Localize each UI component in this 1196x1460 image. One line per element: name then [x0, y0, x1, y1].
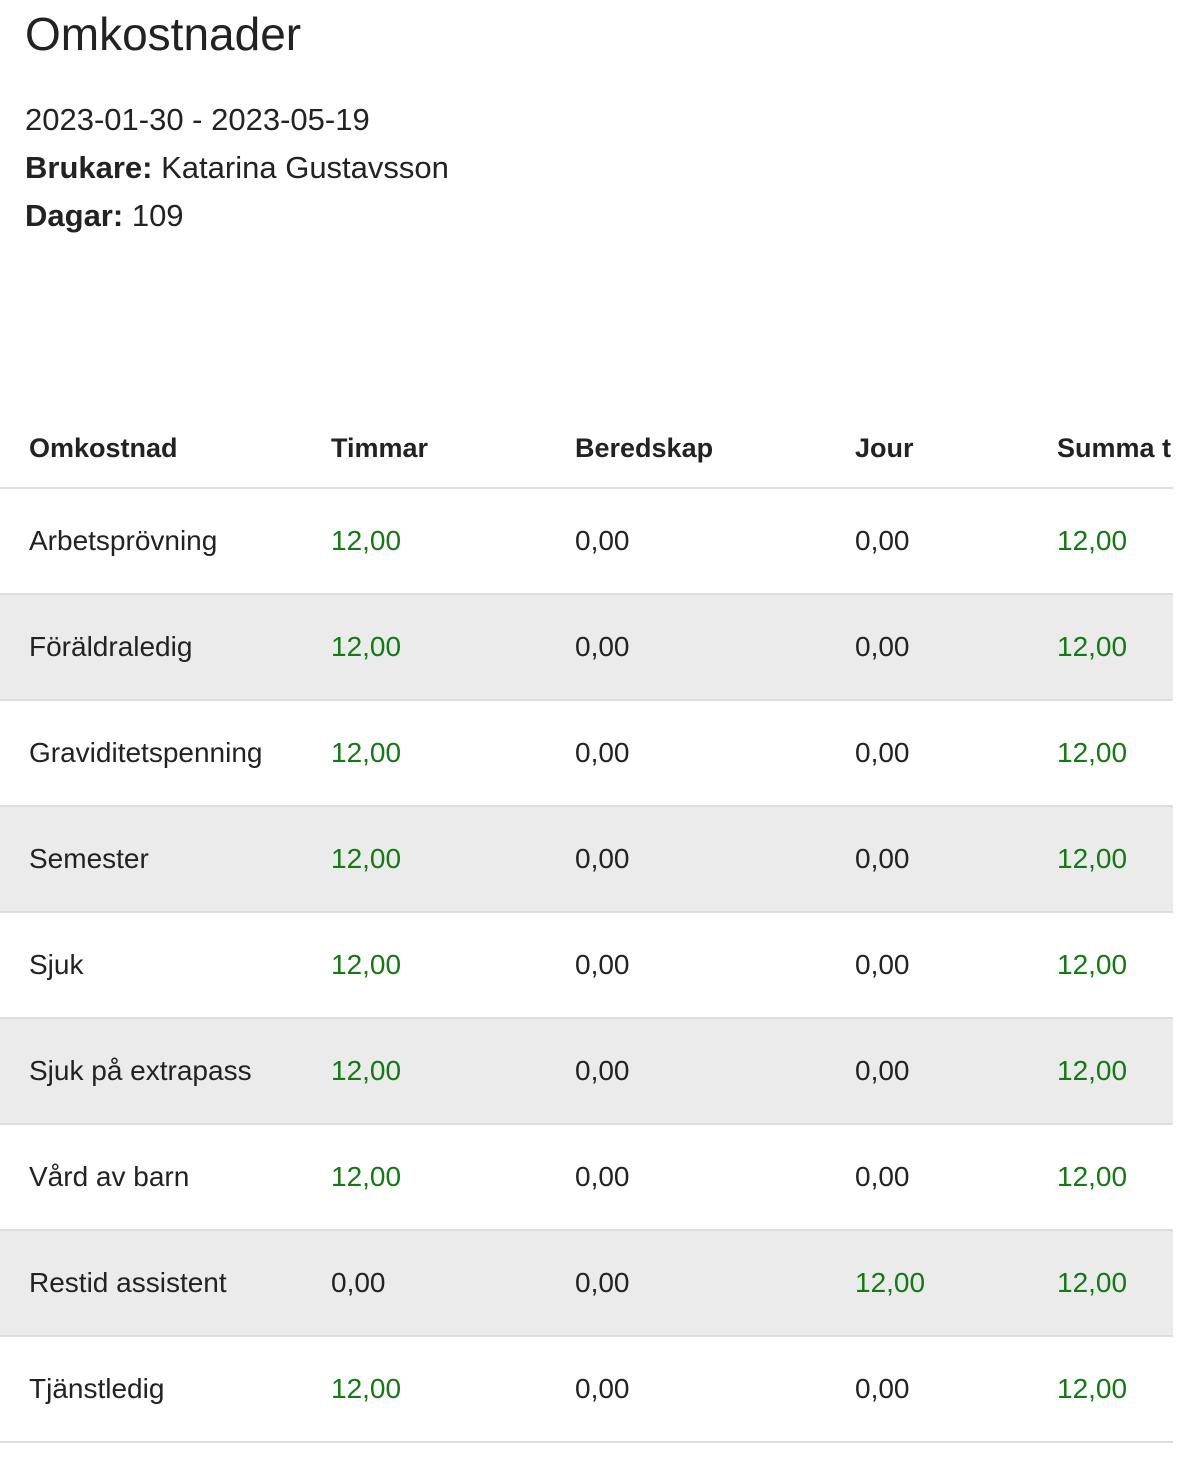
cell-timmar: 12,00	[302, 806, 546, 913]
cell-beredskap: 0,00	[546, 700, 826, 807]
period-line: 2023-01-30 - 2023-05-19	[25, 102, 370, 137]
table-body: Arbetsprövning 12,00 0,00 0,00 12,00 Föräldra…	[0, 488, 1173, 1443]
table-row: Graviditetspenning 12,00 0,00 0,00 12,00	[0, 700, 1173, 807]
cell-omkostnad: Arbetsprövning	[0, 488, 302, 595]
cell-summa: 12,00	[1028, 488, 1173, 595]
cell-timmar: 12,00	[302, 700, 546, 807]
costs-table: Omkostnad Timmar Beredskap Jour Summa t …	[0, 410, 1173, 1443]
cell-omkostnad: Semester	[0, 806, 302, 913]
table-row: Restid assistent 0,00 0,00 12,00 12,00	[0, 1230, 1173, 1337]
cell-omkostnad: Föräldraledig	[0, 594, 302, 701]
column-header-beredskap[interactable]: Beredskap	[546, 410, 826, 489]
cell-beredskap: 0,00	[546, 594, 826, 701]
table-row: Sjuk 12,00 0,00 0,00 12,00	[0, 912, 1173, 1019]
cell-omkostnad: Sjuk på extrapass	[0, 1018, 302, 1125]
page-title: Omkostnader	[25, 8, 302, 60]
days-line: Dagar: 109	[25, 192, 449, 240]
cell-timmar: 12,00	[302, 912, 546, 1019]
cell-timmar: 12,00	[302, 1124, 546, 1231]
cell-timmar: 12,00	[302, 488, 546, 595]
column-header-timmar[interactable]: Timmar	[302, 410, 546, 489]
cell-omkostnad: Tjänstledig	[0, 1336, 302, 1443]
cell-timmar: 12,00	[302, 1018, 546, 1125]
report-meta: 2023-01-30 - 2023-05-19 Brukare: Katarin…	[25, 96, 449, 240]
cell-timmar: 12,00	[302, 1336, 546, 1443]
cell-jour: 0,00	[826, 1336, 1028, 1443]
cell-jour: 12,00	[826, 1230, 1028, 1337]
days-value: 109	[131, 198, 184, 233]
costs-table-scroll[interactable]: Omkostnad Timmar Beredskap Jour Summa t …	[0, 410, 1173, 1443]
cell-summa: 12,00	[1028, 1336, 1173, 1443]
cell-beredskap: 0,00	[546, 1124, 826, 1231]
cell-jour: 0,00	[826, 488, 1028, 595]
table-header-row: Omkostnad Timmar Beredskap Jour Summa t	[0, 410, 1173, 489]
cell-summa: 12,00	[1028, 700, 1173, 807]
cell-jour: 0,00	[826, 700, 1028, 807]
table-row: Vård av barn 12,00 0,00 0,00 12,00	[0, 1124, 1173, 1231]
days-label: Dagar:	[25, 198, 124, 233]
column-header-jour[interactable]: Jour	[826, 410, 1028, 489]
table-row: Sjuk på extrapass 12,00 0,00 0,00 12,00	[0, 1018, 1173, 1125]
cell-timmar: 12,00	[302, 594, 546, 701]
cell-omkostnad: Sjuk	[0, 912, 302, 1019]
user-value: Katarina Gustavsson	[161, 150, 449, 185]
cell-jour: 0,00	[826, 594, 1028, 701]
cell-timmar: 0,00	[302, 1230, 546, 1337]
cell-omkostnad: Vård av barn	[0, 1124, 302, 1231]
cell-summa: 12,00	[1028, 1018, 1173, 1125]
table-row: Föräldraledig 12,00 0,00 0,00 12,00	[0, 594, 1173, 701]
cell-omkostnad: Graviditetspenning	[0, 700, 302, 807]
cell-summa: 12,00	[1028, 912, 1173, 1019]
cell-beredskap: 0,00	[546, 912, 826, 1019]
cell-beredskap: 0,00	[546, 1018, 826, 1125]
cell-jour: 0,00	[826, 806, 1028, 913]
cell-jour: 0,00	[826, 1124, 1028, 1231]
cell-omkostnad: Restid assistent	[0, 1230, 302, 1337]
cell-jour: 0,00	[826, 1018, 1028, 1125]
cell-beredskap: 0,00	[546, 1336, 826, 1443]
user-label: Brukare:	[25, 150, 153, 185]
column-header-omkostnad[interactable]: Omkostnad	[0, 410, 302, 489]
cell-summa: 12,00	[1028, 594, 1173, 701]
cell-summa: 12,00	[1028, 806, 1173, 913]
cell-summa: 12,00	[1028, 1124, 1173, 1231]
cell-beredskap: 0,00	[546, 806, 826, 913]
cell-beredskap: 0,00	[546, 488, 826, 595]
cell-beredskap: 0,00	[546, 1230, 826, 1337]
user-line: Brukare: Katarina Gustavsson	[25, 144, 449, 192]
column-header-summa[interactable]: Summa t	[1028, 410, 1173, 489]
cell-summa: 12,00	[1028, 1230, 1173, 1337]
table-row: Tjänstledig 12,00 0,00 0,00 12,00	[0, 1336, 1173, 1443]
table-row: Semester 12,00 0,00 0,00 12,00	[0, 806, 1173, 913]
cell-jour: 0,00	[826, 912, 1028, 1019]
table-row: Arbetsprövning 12,00 0,00 0,00 12,00	[0, 488, 1173, 595]
